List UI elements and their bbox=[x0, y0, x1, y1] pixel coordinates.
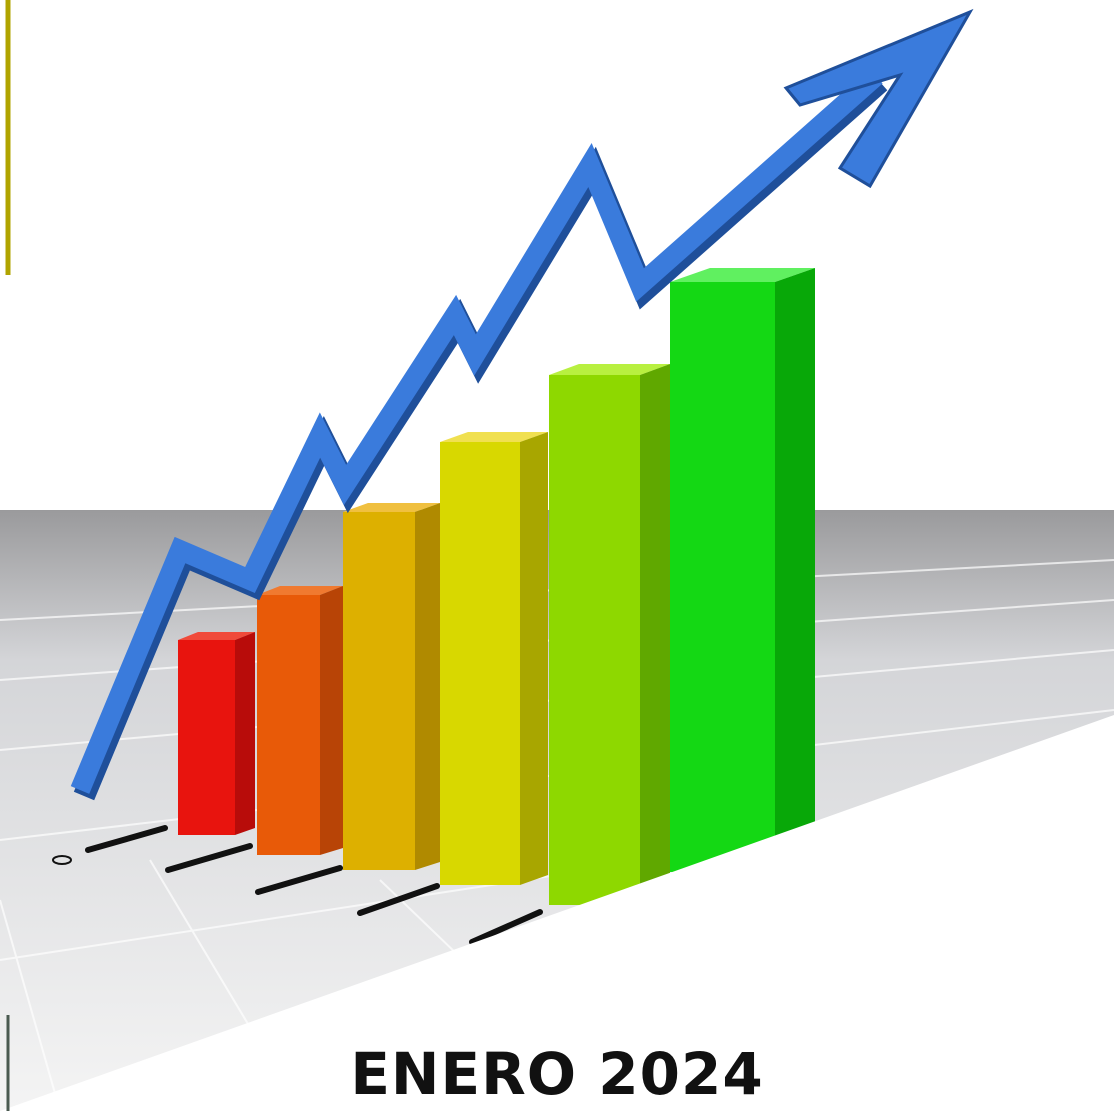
cover-title: ENERO 2024 bbox=[350, 1040, 764, 1108]
axis-dashes bbox=[85, 825, 543, 945]
bars bbox=[178, 268, 815, 905]
trend-arrow bbox=[70, 8, 974, 801]
axis-origin bbox=[52, 855, 72, 865]
white-cut bbox=[0, 715, 1114, 1111]
